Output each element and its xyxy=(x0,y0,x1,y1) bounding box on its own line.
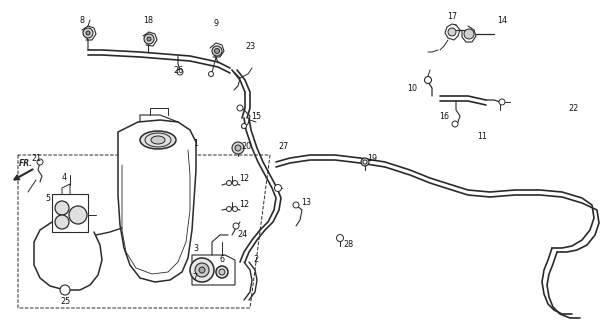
Circle shape xyxy=(83,28,93,38)
Text: 27: 27 xyxy=(279,141,289,150)
Text: 18: 18 xyxy=(143,15,153,25)
Circle shape xyxy=(69,206,87,224)
Text: 12: 12 xyxy=(239,173,249,182)
Circle shape xyxy=(361,158,369,166)
Text: 24: 24 xyxy=(237,229,247,238)
Text: 22: 22 xyxy=(569,103,579,113)
Circle shape xyxy=(464,29,474,39)
Circle shape xyxy=(275,185,281,191)
Text: 15: 15 xyxy=(251,111,261,121)
Polygon shape xyxy=(118,120,196,282)
Circle shape xyxy=(293,202,299,208)
Text: FR.: FR. xyxy=(19,158,33,167)
Text: 28: 28 xyxy=(343,239,353,249)
Circle shape xyxy=(177,69,183,75)
Circle shape xyxy=(37,159,43,165)
Circle shape xyxy=(242,124,246,129)
Text: 26: 26 xyxy=(173,66,183,75)
Circle shape xyxy=(219,269,225,275)
Text: 9: 9 xyxy=(213,19,219,28)
Circle shape xyxy=(452,121,458,127)
Polygon shape xyxy=(52,194,88,232)
Ellipse shape xyxy=(145,133,171,147)
Text: 4: 4 xyxy=(61,172,67,181)
Circle shape xyxy=(235,145,241,151)
Text: 1: 1 xyxy=(194,139,198,148)
Text: 19: 19 xyxy=(367,154,377,163)
Circle shape xyxy=(86,31,90,35)
Text: 14: 14 xyxy=(497,15,507,25)
Circle shape xyxy=(227,206,231,212)
Circle shape xyxy=(147,37,151,41)
Text: 20: 20 xyxy=(241,141,251,150)
Circle shape xyxy=(195,263,209,277)
Circle shape xyxy=(60,285,70,295)
Circle shape xyxy=(216,266,228,278)
Text: 23: 23 xyxy=(245,42,255,51)
Text: 25: 25 xyxy=(60,298,70,307)
Circle shape xyxy=(55,215,69,229)
Text: 13: 13 xyxy=(301,197,311,206)
Text: 12: 12 xyxy=(239,199,249,209)
Circle shape xyxy=(190,258,214,282)
Polygon shape xyxy=(192,255,235,285)
Circle shape xyxy=(233,206,237,212)
Circle shape xyxy=(232,142,244,154)
Circle shape xyxy=(215,49,219,53)
Text: 8: 8 xyxy=(79,15,85,25)
Text: 7: 7 xyxy=(192,274,198,283)
Text: 11: 11 xyxy=(477,132,487,140)
Text: 10: 10 xyxy=(407,84,417,92)
Circle shape xyxy=(448,28,456,36)
Circle shape xyxy=(363,160,367,164)
Text: 6: 6 xyxy=(219,255,225,265)
Text: 21: 21 xyxy=(31,154,41,163)
Circle shape xyxy=(237,105,243,111)
Text: 2: 2 xyxy=(254,255,258,265)
Circle shape xyxy=(209,71,213,76)
Circle shape xyxy=(144,34,154,44)
Text: 16: 16 xyxy=(439,111,449,121)
Text: 5: 5 xyxy=(46,194,50,203)
Circle shape xyxy=(212,46,222,56)
Text: 3: 3 xyxy=(194,244,198,252)
Circle shape xyxy=(227,180,231,186)
Circle shape xyxy=(233,223,239,229)
Circle shape xyxy=(337,235,344,242)
Circle shape xyxy=(233,180,237,186)
Circle shape xyxy=(199,267,205,273)
Ellipse shape xyxy=(140,131,176,149)
Circle shape xyxy=(55,201,69,215)
Circle shape xyxy=(499,99,505,105)
Ellipse shape xyxy=(151,136,165,144)
Text: 17: 17 xyxy=(447,12,457,20)
Circle shape xyxy=(424,76,432,84)
